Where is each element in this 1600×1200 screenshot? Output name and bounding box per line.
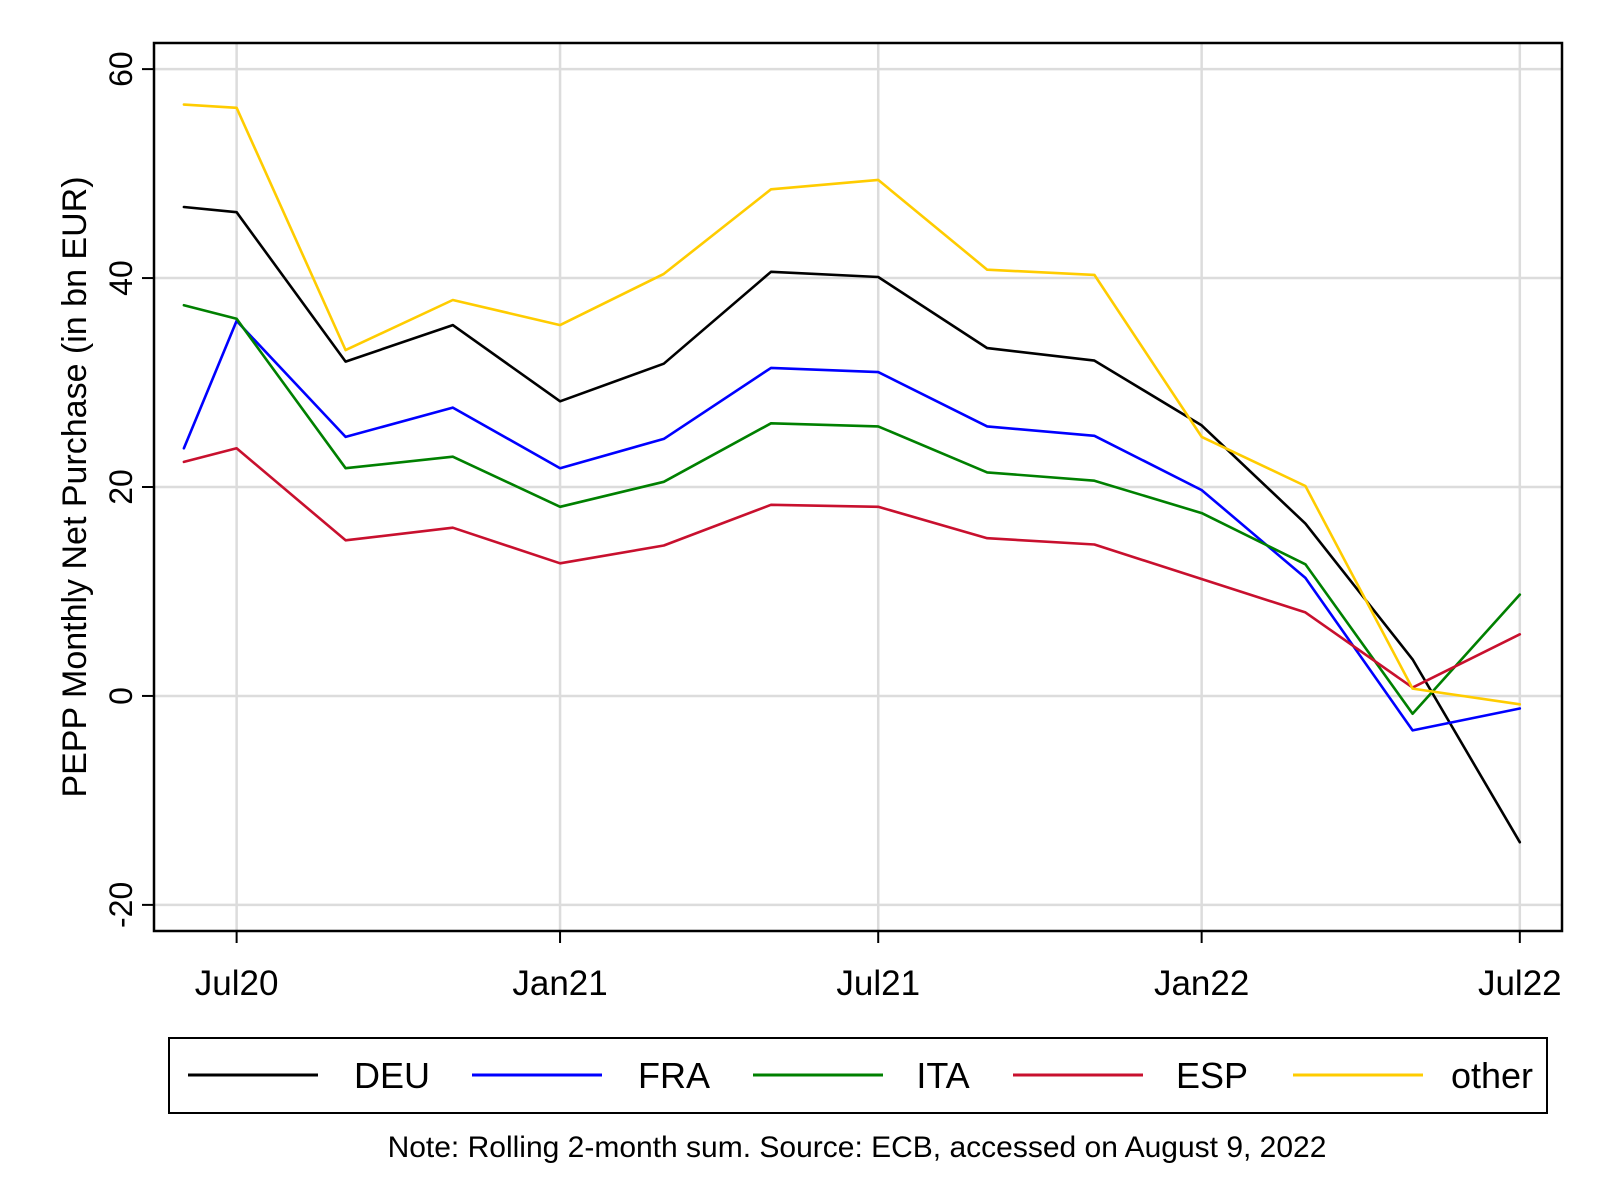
gridlines (154, 43, 1562, 931)
series-line-ita (182, 303, 1522, 716)
legend: DEU FRA ITA ESP other (188, 1055, 1533, 1096)
series-line-other (182, 103, 1522, 706)
y-tick-label: 60 (103, 51, 139, 87)
legend-label-esp: ESP (1176, 1055, 1248, 1096)
x-tick-label: Jul20 (195, 964, 279, 1003)
x-axis: Jul20 Jan21 Jul21 Jan22 Jul22 (195, 931, 1562, 1003)
y-tick-label: 40 (103, 260, 139, 296)
x-tick-label: Jul22 (1478, 964, 1562, 1003)
legend-label-ita: ITA (916, 1055, 969, 1096)
series-line-deu (182, 205, 1522, 844)
series-lines (182, 103, 1522, 844)
y-axis-label: PEPP Monthly Net Purchase (in bn EUR) (56, 176, 94, 797)
series-line-fra (182, 319, 1522, 732)
legend-label-fra: FRA (638, 1055, 710, 1096)
x-tick-label: Jan21 (512, 964, 607, 1003)
chart-note: Note: Rolling 2-month sum. Source: ECB, … (388, 1131, 1327, 1164)
y-axis: -20 0 20 40 60 (103, 51, 154, 928)
y-tick-label: 0 (103, 687, 139, 705)
y-tick-label: 20 (103, 469, 139, 505)
y-tick-label: -20 (103, 882, 139, 928)
x-tick-label: Jan22 (1154, 964, 1249, 1003)
legend-label-other: other (1451, 1055, 1533, 1096)
series-line-esp (182, 446, 1522, 689)
legend-label-deu: DEU (354, 1055, 430, 1096)
x-tick-label: Jul21 (836, 964, 920, 1003)
